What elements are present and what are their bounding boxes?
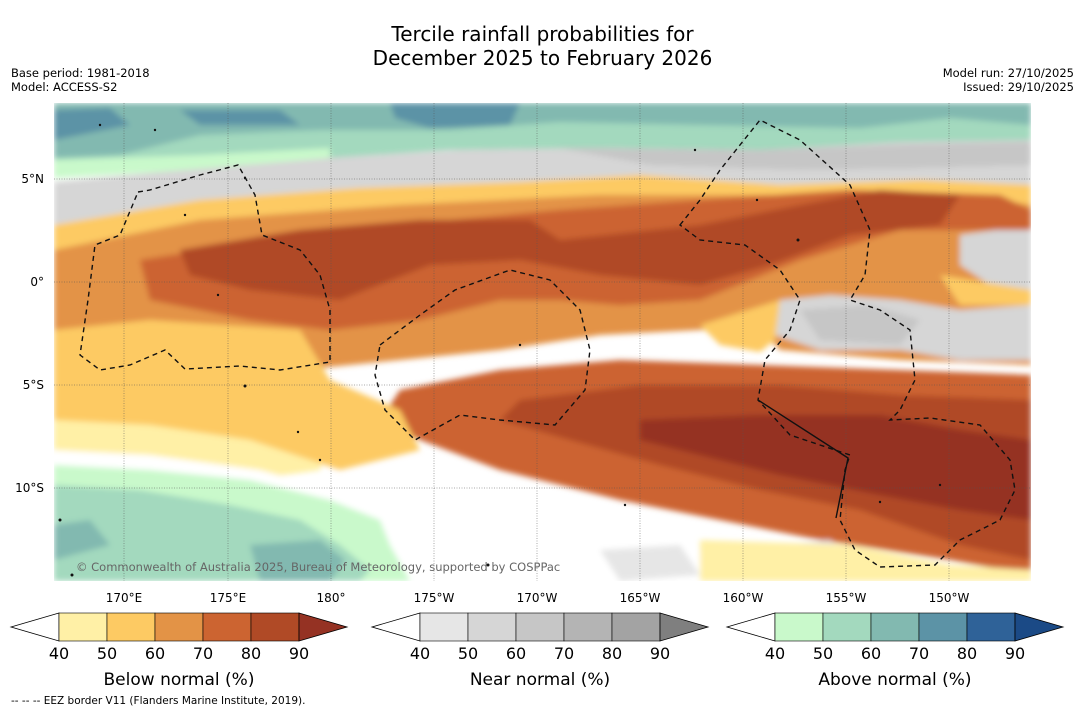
below-legend-swatch <box>250 612 300 642</box>
below-legend-high-arrow <box>298 612 349 642</box>
lon-label-165w: 165°W <box>620 591 661 605</box>
latitude-labels: 5°N 0° 5°S 10°S <box>15 172 44 495</box>
eez-kiribati-gilbert <box>79 164 331 371</box>
above-legend-tick: 90 <box>1005 644 1025 663</box>
below-normal-90 <box>640 415 1031 520</box>
below-legend-tick: 60 <box>145 644 165 663</box>
above-legend-swatch <box>774 612 824 642</box>
above-legend-swatch <box>918 612 968 642</box>
lon-label-175w: 175°W <box>414 591 455 605</box>
near-legend-tick: 90 <box>650 644 670 663</box>
above-legend-tick: 40 <box>765 644 785 663</box>
above-normal-north-light <box>54 148 330 178</box>
below-legend-swatch <box>202 612 252 642</box>
lon-label-180: 180° <box>317 591 346 605</box>
above-legend-swatch <box>966 612 1016 642</box>
above-normal-north-70 <box>54 103 1031 158</box>
base-period: Base period: 1981-2018 <box>11 66 150 80</box>
model-name: Model: ACCESS-S2 <box>11 80 118 94</box>
map-title: Tercile rainfall probabilities for Decem… <box>0 22 1085 70</box>
model-run: Model run: 27/10/2025 <box>942 66 1074 80</box>
near-legend-swatch <box>563 612 613 642</box>
below-legend-swatch <box>106 612 156 642</box>
issued-date: Issued: 29/10/2025 <box>963 80 1074 94</box>
above-normal-south-70 <box>54 520 345 581</box>
eez-footnote: -- -- -- EEZ border V11 (Flanders Marine… <box>11 695 306 707</box>
near-legend-tick: 70 <box>554 644 574 663</box>
above-legend-low-arrow <box>725 612 776 642</box>
below-legend-low-arrow <box>9 612 60 642</box>
above-legend-tick: 50 <box>813 644 833 663</box>
below-legend-tick: 40 <box>49 644 69 663</box>
near-normal-north-dark <box>560 142 1031 170</box>
lat-label-0: 0° <box>30 275 44 289</box>
above-normal-north-80 <box>54 103 520 140</box>
lon-label-175e: 175°E <box>210 591 247 605</box>
lon-label-155w: 155°W <box>826 591 867 605</box>
eez-line-islands <box>679 119 1016 568</box>
above-legend-tick: 60 <box>861 644 881 663</box>
above-legend-tick: 80 <box>957 644 977 663</box>
longitude-labels: 170°E 175°E 180° 175°W 170°W 165°W 160°W… <box>106 591 970 605</box>
probability-map: 5°N 0° 5°S 10°S 170°E 175°E 180° 175°W 1… <box>15 103 1031 605</box>
below-legend-tick: 80 <box>241 644 261 663</box>
above-legend-tick: 70 <box>909 644 929 663</box>
near-legend-high-arrow <box>659 612 710 642</box>
below-normal-50-east <box>700 275 1031 352</box>
near-legend-swatch <box>467 612 517 642</box>
legend-near-normal: 40 50 60 70 80 90 Near normal (%) <box>370 612 710 690</box>
below-legend-tick: 50 <box>97 644 117 663</box>
near-legend-tick: 80 <box>602 644 622 663</box>
below-legend-swatch <box>58 612 108 642</box>
below-normal-80 <box>180 190 960 300</box>
copyright-notice: © Commonwealth of Australia 2025, Bureau… <box>76 560 560 574</box>
islands <box>58 123 942 577</box>
near-legend-swatch <box>419 612 469 642</box>
above-legend-label: Above normal (%) <box>818 670 971 690</box>
near-legend-label: Near normal (%) <box>470 670 610 690</box>
below-legend-tick: 70 <box>193 644 213 663</box>
lat-label-10s: 10°S <box>15 481 44 495</box>
below-legend-tick: 90 <box>289 644 309 663</box>
below-normal-60-south <box>54 320 420 470</box>
near-legend-tick: 40 <box>410 644 430 663</box>
legend-below-normal: 40 50 60 70 80 90 Below normal (%) <box>9 612 349 690</box>
lat-label-5s: 5°S <box>23 378 44 392</box>
near-legend-tick: 60 <box>506 644 526 663</box>
lon-label-170e: 170°E <box>106 591 143 605</box>
above-legend-swatch <box>822 612 872 642</box>
meta-left: Base period: 1981-2018 Model: ACCESS-S2 <box>11 66 150 94</box>
lon-label-170w: 170°W <box>517 591 558 605</box>
title-line-1: Tercile rainfall probabilities for <box>391 22 694 46</box>
near-legend-tick: 50 <box>458 644 478 663</box>
lon-label-160w: 160°W <box>723 591 764 605</box>
legend-above-normal: 40 50 60 70 80 90 Above normal (%) <box>725 612 1065 690</box>
map-fields <box>54 103 1031 581</box>
lat-label-5n: 5°N <box>21 172 44 186</box>
eez-phoenix <box>374 269 591 441</box>
eez-solid-boundary <box>757 399 849 519</box>
meta-right: Model run: 27/10/2025 Issued: 29/10/2025 <box>943 66 1074 94</box>
near-legend-swatch <box>515 612 565 642</box>
near-legend-low-arrow <box>370 612 421 642</box>
above-legend-high-arrow <box>1014 612 1065 642</box>
below-legend-label: Below normal (%) <box>104 670 255 690</box>
graticule <box>54 103 1031 581</box>
below-legend-swatch <box>154 612 204 642</box>
below-normal-50-southeast <box>700 540 1031 581</box>
lon-label-150w: 150°W <box>929 591 970 605</box>
near-normal-east-dark <box>800 305 920 345</box>
title-line-2: December 2025 to February 2026 <box>372 46 713 70</box>
near-legend-swatch <box>611 612 661 642</box>
eez-borders <box>79 119 1016 568</box>
above-legend-swatch <box>870 612 920 642</box>
